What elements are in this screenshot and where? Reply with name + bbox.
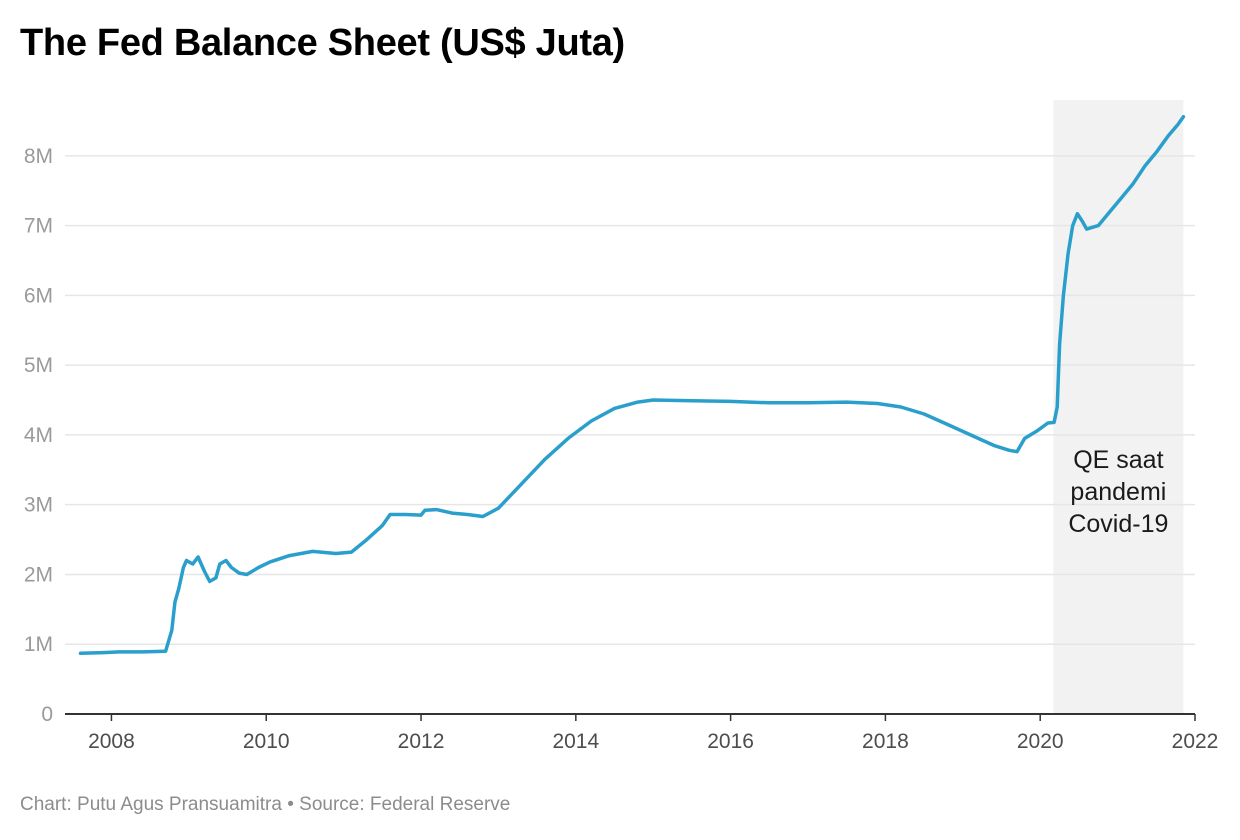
x-tick-label: 2014 [552, 730, 599, 753]
shaded-region-label-line: QE saat [1073, 446, 1163, 474]
y-tick-label: 2M [24, 563, 53, 586]
series-line-balance-sheet [78, 114, 1186, 656]
line-chart: 0 1M 2M 3M 4M 5M 6M 7M 8M 2008 2010 2012 2014 2016 201… [24, 100, 1219, 753]
y-tick-label: 0 [41, 703, 53, 726]
y-tick-label: 5M [24, 354, 53, 377]
chart-title: The Fed Balance Sheet (US$ Juta) [20, 22, 625, 64]
x-tick-label: 2012 [398, 730, 445, 753]
x-tick-label: 2020 [1017, 730, 1064, 753]
y-tick-label: 7M [24, 215, 53, 238]
footer-credit: Chart: Putu Agus Pransuamitra [20, 794, 282, 815]
y-tick-label: 8M [24, 145, 53, 168]
x-tick-label: 2016 [707, 730, 754, 753]
shaded-region-label-line: pandemi [1070, 478, 1166, 506]
x-tick-label: 2018 [862, 730, 909, 753]
x-tick-label: 2022 [1172, 730, 1219, 753]
y-tick-label: 4M [24, 424, 53, 447]
shaded-region-label-line: Covid-19 [1068, 510, 1168, 538]
footer-source: Source: Federal Reserve [299, 794, 511, 815]
y-tick-label: 3M [24, 494, 53, 517]
y-tick-label: 6M [24, 284, 53, 307]
x-tick-label: 2010 [243, 730, 290, 753]
chart-footer: Chart: Putu Agus Pransuamitra • Source: … [20, 794, 510, 816]
shaded-region-covid [1053, 100, 1184, 714]
y-tick-label: 1M [24, 633, 53, 656]
footer-separator: • [281, 794, 300, 815]
x-tick-label: 2008 [88, 730, 135, 753]
